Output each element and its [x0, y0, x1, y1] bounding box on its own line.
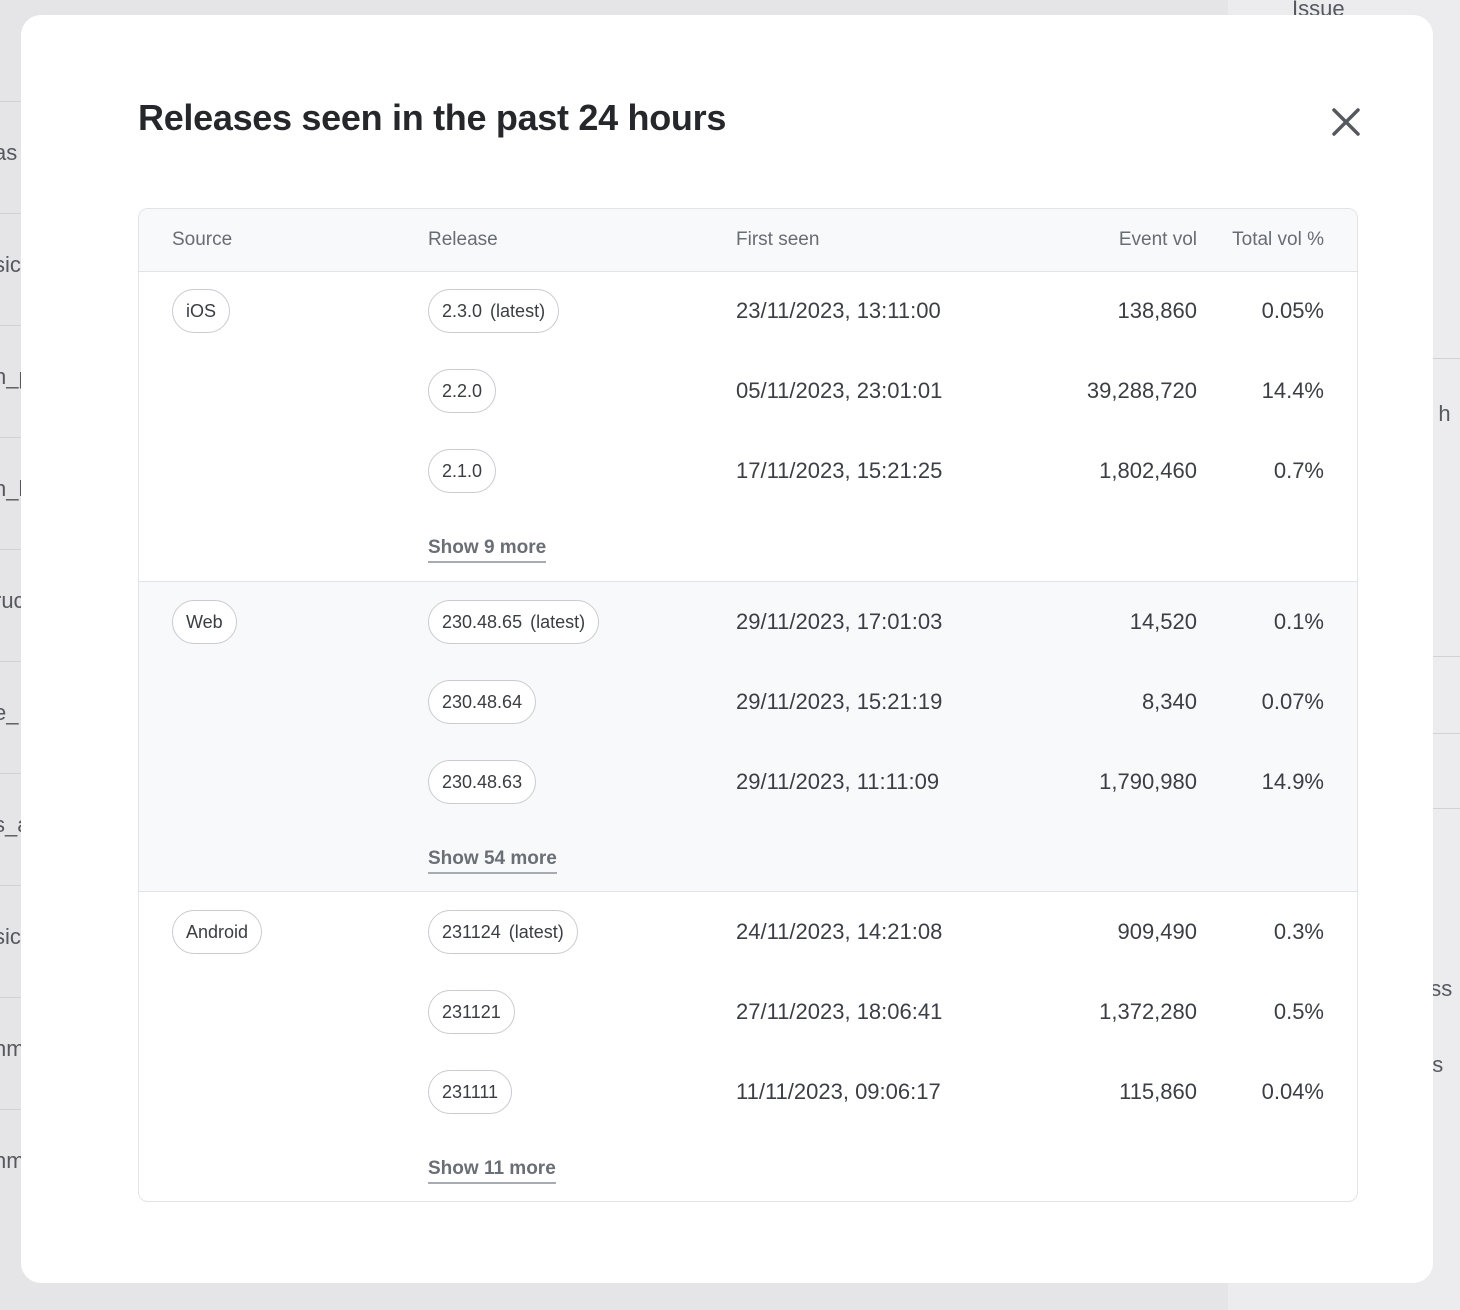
event-volume: 1,790,980 [1099, 769, 1197, 794]
modal: Releases seen in the past 24 hours Sourc… [21, 15, 1433, 1283]
source-group: Web 230.48.65 (latest) 29/11/2023, 17:01:03… [139, 581, 1357, 892]
release-version: 231124 [442, 921, 501, 942]
release-pill: 231124 (latest) [428, 910, 578, 954]
first-seen: 27/11/2023, 18:06:41 [736, 999, 943, 1024]
release-version: 2.1.0 [442, 460, 483, 481]
releases-table: Source Release First seen Event vol Total vo… [138, 208, 1358, 1202]
release-pill: 2.1.0 [428, 449, 497, 493]
column-header: Release [428, 229, 498, 250]
first-seen: 11/11/2023, 09:06:17 [736, 1079, 941, 1104]
total-volume: 14.4% [1261, 378, 1324, 403]
show-more-link[interactable]: Show 11 more [428, 1158, 556, 1184]
first-seen: 05/11/2023, 23:01:01 [736, 378, 943, 403]
source-label: Android [186, 921, 249, 942]
release-tag: (latest) [490, 300, 546, 321]
event-volume: 1,802,460 [1099, 458, 1197, 483]
background-text: e_ [0, 700, 19, 725]
release-pill: 2.2.0 [428, 369, 497, 413]
source-pill: Android [172, 910, 263, 954]
release-pill: 231121 [428, 990, 515, 1034]
event-volume: 909,490 [1117, 919, 1197, 944]
show-more-link[interactable]: Show 54 more [428, 848, 557, 874]
background-text: sic [0, 252, 21, 277]
total-volume: 0.05% [1261, 298, 1324, 323]
release-pill: 231111 [428, 1070, 513, 1114]
release-version: 230.48.64 [442, 691, 523, 712]
close-icon [1332, 108, 1360, 136]
release-version: 2.2.0 [442, 380, 483, 401]
release-version: 231121 [442, 1001, 501, 1022]
column-header: Total vol % [1232, 229, 1324, 250]
release-tag: (latest) [508, 921, 564, 942]
column-header: First seen [736, 229, 820, 250]
source-group: iOS 2.3.0 (latest) 23/11/2023, 13:11:00 138,… [139, 271, 1357, 581]
background-text: nm [0, 1148, 25, 1173]
close-button[interactable] [1327, 103, 1365, 141]
background-text: as [0, 140, 18, 165]
source-label: Web [186, 611, 223, 632]
column-header: Event vol [1118, 229, 1197, 250]
background-text: ruc [0, 588, 25, 613]
first-seen: 23/11/2023, 13:11:00 [736, 298, 941, 323]
source-group: Android 231124 (latest) 24/11/2023, 14:21:0… [139, 891, 1357, 1201]
total-volume: 0.5% [1273, 999, 1324, 1024]
column-header: Source [172, 229, 233, 250]
release-pill: 230.48.65 (latest) [428, 600, 600, 644]
total-volume: 0.3% [1273, 919, 1324, 944]
first-seen: 29/11/2023, 15:21:19 [736, 689, 943, 714]
event-volume: 39,288,720 [1086, 378, 1197, 403]
release-version: 2.3.0 [442, 300, 483, 321]
background-text: nm [0, 1036, 25, 1061]
source-pill: Web [172, 600, 237, 644]
total-volume: 0.1% [1273, 609, 1324, 634]
total-volume: 0.04% [1261, 1079, 1324, 1104]
release-version: 230.48.65 [442, 611, 523, 632]
first-seen: 29/11/2023, 11:11:09 [736, 769, 940, 794]
first-seen: 17/11/2023, 15:21:25 [736, 458, 943, 483]
release-version: 231111 [442, 1081, 499, 1102]
release-pill: 230.48.64 [428, 680, 537, 724]
event-volume: 1,372,280 [1099, 999, 1197, 1024]
event-volume: 8,340 [1141, 689, 1197, 714]
total-volume: 14.9% [1261, 769, 1324, 794]
table-header: Source Release First seen Event vol Total vo… [139, 209, 1357, 272]
event-volume: 115,860 [1119, 1079, 1197, 1104]
total-volume: 0.7% [1273, 458, 1324, 483]
release-tag: (latest) [530, 611, 586, 632]
first-seen: 29/11/2023, 17:01:03 [736, 609, 943, 634]
release-version: 230.48.63 [442, 771, 523, 792]
release-pill: 230.48.63 [428, 760, 537, 804]
background-text: sic [0, 924, 21, 949]
show-more-link[interactable]: Show 9 more [428, 537, 547, 563]
first-seen: 24/11/2023, 14:21:08 [736, 919, 943, 944]
event-volume: 14,520 [1129, 609, 1197, 634]
total-volume: 0.07% [1261, 689, 1324, 714]
source-pill: iOS [172, 289, 231, 333]
release-pill: 2.3.0 (latest) [428, 289, 560, 333]
source-label: iOS [186, 300, 217, 321]
event-volume: 138,860 [1117, 298, 1197, 323]
modal-title: Releases seen in the past 24 hours [138, 97, 727, 138]
